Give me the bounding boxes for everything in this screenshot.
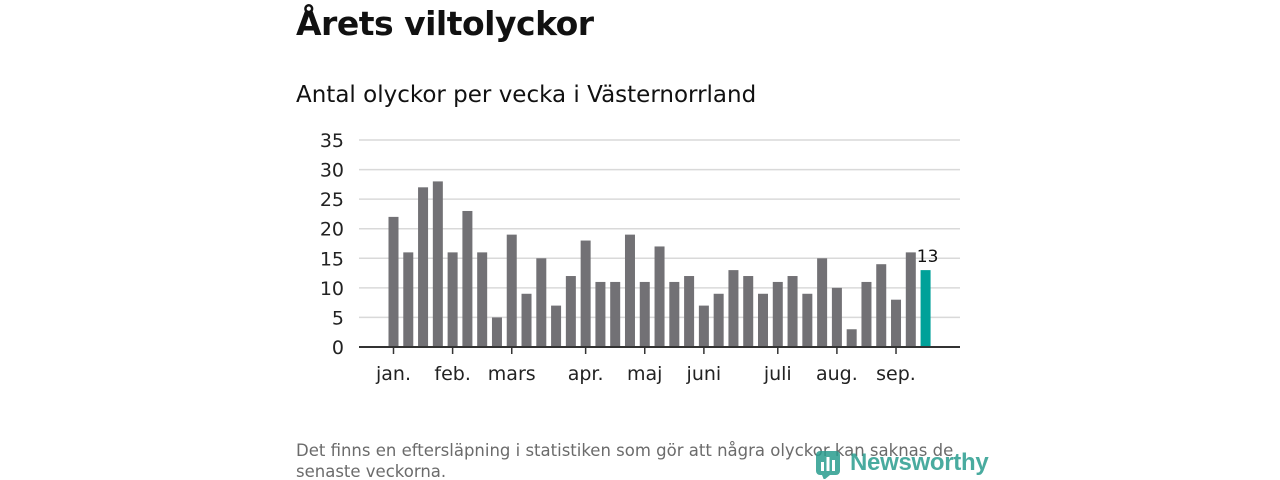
bar — [432, 181, 443, 347]
y-tick-label: 5 — [332, 307, 344, 329]
bar — [684, 276, 695, 347]
bar — [905, 252, 916, 347]
y-tick-label: 25 — [320, 189, 344, 211]
bar — [536, 258, 547, 347]
x-tick-label: feb. — [434, 363, 470, 385]
bar — [580, 240, 591, 347]
bar — [758, 293, 768, 347]
y-tick-label: 20 — [320, 219, 344, 241]
y-tick-label: 10 — [320, 278, 344, 300]
bar — [462, 210, 473, 347]
bar — [565, 276, 576, 347]
bar — [639, 281, 650, 347]
bar — [817, 258, 828, 347]
data-label-latest: 13 — [917, 247, 939, 267]
x-tick-label: mars — [488, 363, 536, 385]
bar — [846, 329, 857, 347]
y-tick-label: 0 — [332, 337, 344, 359]
brand-logo: Newsworthy — [814, 446, 989, 480]
bar — [669, 281, 680, 347]
bar — [595, 281, 606, 347]
bar — [551, 305, 562, 347]
brand-name: Newsworthy — [850, 449, 989, 476]
footnote: Det finns en eftersläpning i statistiken… — [296, 441, 954, 480]
x-tick-label: jan. — [375, 363, 411, 385]
newsworthy-logo-icon — [816, 451, 840, 479]
bar — [654, 246, 665, 347]
x-tick-label: juni — [686, 363, 722, 385]
chart-title: Årets viltolyckor — [296, 4, 594, 43]
y-tick-label: 15 — [320, 248, 344, 270]
bar — [610, 281, 621, 347]
bar — [802, 293, 813, 347]
bar — [403, 252, 414, 347]
bar — [624, 234, 635, 347]
bar-latest-week — [920, 270, 931, 347]
bar — [876, 264, 887, 347]
bar — [787, 276, 798, 347]
x-tick-label: aug. — [816, 363, 858, 385]
x-tick-label: juli — [763, 363, 792, 385]
bar — [728, 270, 739, 347]
bar — [861, 281, 872, 347]
bar — [831, 287, 842, 347]
bar — [772, 281, 783, 347]
chart-subtitle: Antal olyckor per vecka i Västernorrland — [296, 82, 757, 108]
bar — [388, 216, 399, 347]
x-tick-label: apr. — [568, 363, 604, 385]
x-tick-label: maj — [627, 363, 662, 385]
y-tick-label: 30 — [320, 160, 344, 182]
bar — [713, 293, 724, 347]
bar — [698, 305, 709, 347]
bar — [447, 252, 458, 347]
bar — [743, 276, 754, 347]
x-tick-label: sep. — [876, 363, 916, 385]
bar — [506, 234, 517, 347]
bar — [521, 293, 532, 347]
bar — [418, 187, 429, 347]
y-tick-label: 35 — [320, 130, 344, 152]
bar — [491, 317, 502, 347]
bar — [477, 252, 488, 347]
bar — [891, 299, 902, 347]
